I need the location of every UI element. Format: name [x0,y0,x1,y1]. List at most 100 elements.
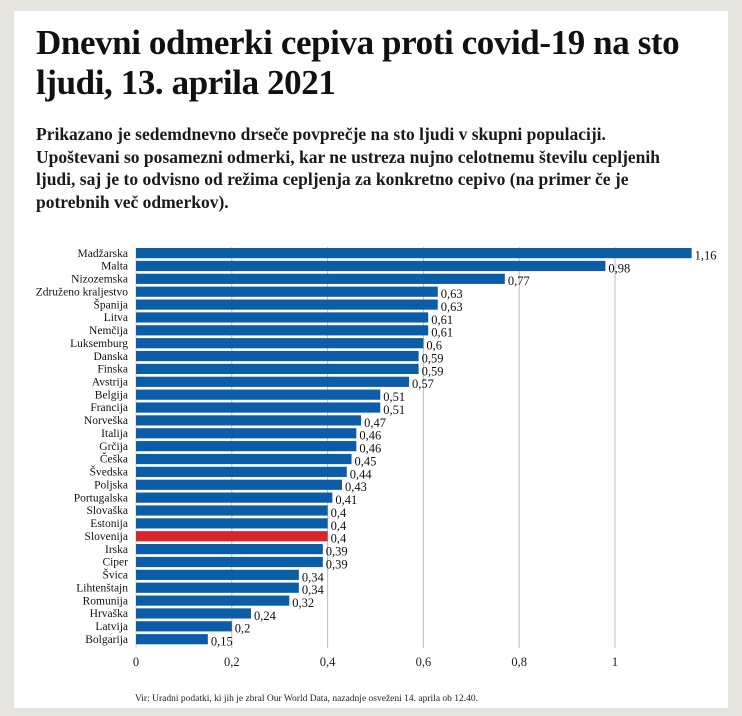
category-label: Češka [100,452,128,466]
category-label: Portugalska [74,492,128,504]
value-label: 0,47 [364,416,386,430]
category-label: Danska [94,351,129,363]
value-label: 0,24 [254,609,277,623]
value-label: 0,41 [335,493,357,507]
bar [136,466,347,477]
category-label: Norveška [84,415,128,427]
bar [136,453,352,465]
category-label: Avstrija [92,377,128,389]
value-label: 0,51 [383,390,405,404]
x-tick-label: 0,4 [320,655,336,669]
x-axis-ticks: 0 0,2 0,4 0,6 0,8 1 [133,655,618,669]
category-label: Francija [90,402,128,414]
bar [136,556,323,568]
category-label: Irska [105,544,128,556]
bar [136,248,692,259]
value-label: 0,44 [350,467,373,481]
source-note: Vir: Uradni podatki, ki jih je zbral Our… [135,694,479,704]
category-label: Poljska [94,479,128,491]
value-label: 0,57 [412,377,434,391]
value-label: 0,59 [422,351,444,365]
category-label: Združeno kraljestvo [36,286,129,298]
value-label: 0,46 [359,429,381,443]
value-label: 0,6 [426,339,442,353]
bar [136,608,251,619]
value-label: 0,4 [331,519,347,533]
bar [136,338,424,349]
category-label: Nizozemska [71,274,128,286]
bar [136,273,505,284]
category-label: Malta [101,261,128,273]
category-label: Lihtenštajn [76,582,128,594]
bar [136,299,438,310]
chart-subtitle: Prikazano je sedemdnevno drseče povprečj… [36,124,661,212]
bar [136,595,290,606]
value-label: 0,63 [441,300,463,314]
bar [136,415,362,426]
chart-card: Dnevni odmerki cepiva proti covid-19 na … [14,11,728,708]
value-label: 0,32 [292,596,314,610]
category-label: Španija [94,297,129,311]
category-label: Slovenija [85,531,128,543]
bar [136,621,232,632]
category-label: Švedska [90,465,128,479]
category-label: Luksemburg [70,338,128,350]
bars [136,248,692,645]
value-label: 0,34 [302,583,325,597]
x-tick-label: 0 [133,655,139,669]
value-label: 0,43 [345,480,367,494]
bar [136,518,328,529]
value-labels: 1,160,980,770,630,630,610,610,60,590,590… [211,249,717,649]
category-label: Grčija [99,441,128,453]
x-tick-label: 1 [612,655,618,669]
x-tick-label: 0,8 [511,655,527,669]
chart-title: Dnevni odmerki cepiva proti covid-19 na … [36,23,680,102]
value-label: 0,77 [508,274,530,288]
value-label: 0,61 [431,313,453,327]
bar [136,350,419,362]
category-label: Madžarska [78,248,128,260]
bar [136,376,410,387]
value-label: 0,61 [431,326,453,340]
category-label: Ciper [102,557,128,569]
value-label: 0,45 [355,454,377,468]
bar [136,582,299,593]
category-label: Belgija [95,389,128,401]
value-label: 0,59 [422,364,444,378]
value-label: 0,39 [326,545,348,559]
category-label: Italija [101,428,128,440]
bar [136,441,357,452]
value-label: 0,15 [211,635,233,649]
category-label: Litva [104,312,128,324]
value-label: 0,46 [359,442,381,456]
category-label: Bolgarija [85,634,128,646]
value-label: 0,39 [326,557,348,571]
category-label: Latvija [95,621,128,633]
category-label: Romunija [83,595,128,607]
bar [136,389,381,400]
value-label: 0,34 [302,570,325,584]
category-label: Hrvaška [90,608,128,620]
bar [136,544,323,555]
category-label: Švica [102,568,128,582]
bar [136,312,429,323]
x-tick-label: 0,6 [416,655,432,669]
bar-highlight [136,531,328,542]
category-label: Nemčija [89,325,128,337]
value-label: 0,4 [331,506,347,520]
bar [136,428,357,439]
bar [136,569,299,580]
value-label: 0,51 [383,403,405,417]
bar [136,363,419,375]
bar [136,505,328,516]
value-label: 0,4 [331,532,347,546]
bar [136,402,381,413]
x-tick-label: 0,2 [224,655,240,669]
bar [136,325,429,336]
value-label: 1,16 [695,249,717,263]
bar [136,492,333,503]
bar [136,479,342,490]
bar [136,634,208,645]
